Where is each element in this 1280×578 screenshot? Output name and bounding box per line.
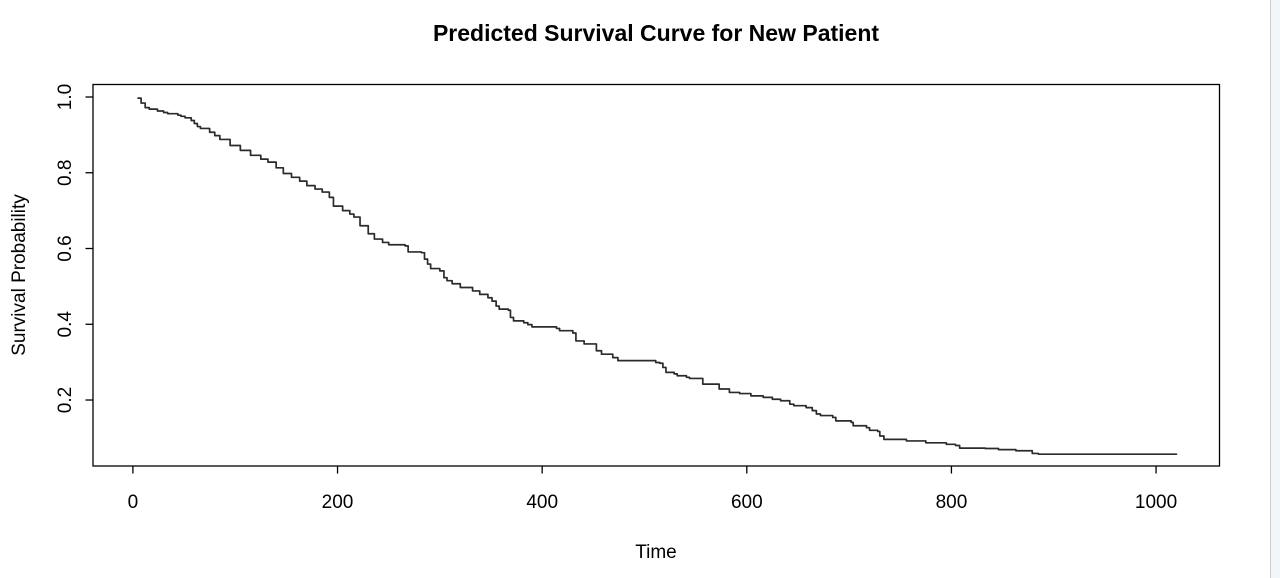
- survival-curve-path: [137, 97, 1178, 456]
- x-tick-label: 1000: [1135, 492, 1177, 513]
- x-tick-label: 800: [936, 492, 968, 513]
- y-tick-label: 0.2: [55, 387, 76, 413]
- x-tick-label: 400: [526, 492, 558, 513]
- plot-box: [92, 83, 1221, 467]
- pane-right-gutter: [1270, 0, 1280, 578]
- x-tick-label: 200: [322, 492, 354, 513]
- y-tick-label: 1.0: [55, 84, 76, 110]
- chart-title: Predicted Survival Curve for New Patient: [433, 20, 879, 46]
- y-tick-label: 0.8: [55, 160, 76, 186]
- x-axis-label: Time: [635, 542, 677, 563]
- y-axis-label: Survival Probability: [9, 194, 30, 356]
- survival-curve: [137, 97, 1178, 456]
- x-tick-label: 600: [731, 492, 763, 513]
- y-tick-label: 0.4: [55, 311, 76, 338]
- x-tick-label: 0: [128, 492, 139, 513]
- plot-axes: 0 200 400 600 800 1000 0.2 0.4 0.6 0.8 1.0: [55, 83, 1221, 513]
- y-tick-label: 0.6: [55, 235, 76, 261]
